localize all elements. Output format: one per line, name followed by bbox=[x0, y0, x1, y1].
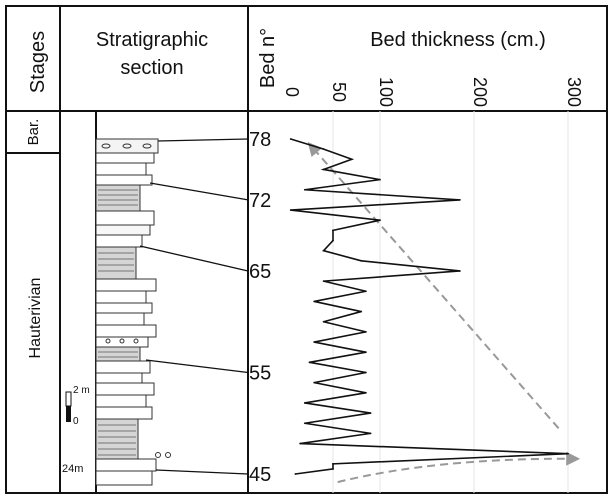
bed-limestone bbox=[95, 360, 151, 374]
data-point bbox=[322, 249, 325, 252]
series-group bbox=[289, 138, 569, 475]
data-point bbox=[332, 239, 334, 242]
trend-line bbox=[337, 451, 581, 484]
y-tick-label: 65 bbox=[249, 261, 271, 283]
bed-limestone bbox=[95, 382, 155, 396]
y-tick-label: 72 bbox=[249, 190, 271, 212]
bed-limestone bbox=[95, 470, 153, 486]
bed-connectors bbox=[139, 138, 249, 475]
data-point bbox=[379, 178, 381, 181]
x-tick-label: 300 bbox=[564, 77, 584, 107]
column-base-height: 24m bbox=[62, 463, 83, 475]
data-point bbox=[313, 341, 316, 343]
bed-marl bbox=[95, 184, 141, 212]
x-tick-label: 100 bbox=[376, 77, 396, 107]
bed-connector bbox=[145, 359, 249, 374]
bed-limestone bbox=[95, 406, 153, 420]
data-point bbox=[322, 280, 325, 283]
bed-limestone bbox=[95, 210, 155, 226]
data-point bbox=[332, 229, 334, 232]
trend-lines bbox=[307, 141, 581, 484]
bed-limestone bbox=[95, 234, 143, 248]
data-point bbox=[365, 330, 367, 333]
data-point bbox=[369, 432, 372, 435]
data-point bbox=[379, 219, 381, 222]
scale-label-top: 2 m bbox=[73, 385, 90, 396]
data-point bbox=[332, 462, 334, 465]
bed-limestone bbox=[95, 394, 147, 408]
bed-limestone bbox=[95, 290, 147, 304]
y-tick-label: 78 bbox=[249, 129, 271, 151]
y-axis: 45 55 65 72 78 bbox=[249, 129, 271, 486]
data-point bbox=[313, 381, 316, 384]
data-point bbox=[322, 148, 325, 151]
bed-connector bbox=[157, 138, 249, 142]
x-tick-label: 200 bbox=[470, 77, 490, 107]
data-point bbox=[365, 351, 367, 354]
data-point bbox=[350, 158, 353, 161]
trend-line bbox=[307, 141, 560, 429]
bed-limestone bbox=[95, 224, 151, 236]
stage-label-hauterivian: Hauterivian bbox=[27, 278, 44, 359]
data-point bbox=[289, 209, 292, 211]
x-axis: 0 50 100 200 300 bbox=[282, 77, 584, 107]
data-point bbox=[365, 290, 367, 293]
data-point bbox=[313, 300, 316, 303]
data-point bbox=[322, 168, 325, 171]
bed-limestone bbox=[95, 302, 153, 314]
scale-bar-upper bbox=[65, 391, 72, 407]
data-point bbox=[308, 361, 311, 364]
data-point bbox=[289, 138, 292, 140]
data-point bbox=[294, 473, 297, 475]
bed-marl bbox=[95, 346, 141, 362]
data-point bbox=[365, 391, 367, 394]
x-tick-label: 0 bbox=[282, 87, 302, 97]
scale-label-bottom: 0 bbox=[73, 416, 79, 427]
scale-bar-lower bbox=[66, 406, 71, 422]
bed-connector bbox=[155, 469, 249, 475]
data-point bbox=[299, 442, 301, 445]
bed-connector bbox=[139, 245, 249, 272]
data-point bbox=[567, 452, 569, 455]
data-point bbox=[303, 188, 306, 191]
bed-limestone bbox=[95, 138, 159, 154]
data-point bbox=[303, 422, 306, 425]
thickness-header: Bed thickness (cm.) bbox=[370, 29, 546, 51]
data-point bbox=[332, 468, 334, 470]
bed-limestone bbox=[95, 458, 157, 472]
bed-marl bbox=[95, 246, 137, 280]
scale-bar: 2 m 0 24m bbox=[62, 385, 90, 475]
data-point bbox=[303, 402, 306, 404]
data-point bbox=[365, 371, 367, 374]
section-header-line2: section bbox=[120, 57, 183, 79]
marl-hatching bbox=[98, 189, 138, 456]
y-tick-label: 55 bbox=[249, 362, 271, 384]
x-tick-label: 50 bbox=[329, 82, 349, 102]
stratigraphic-column: 2 m 0 24m bbox=[62, 111, 171, 493]
stages-header: Stages bbox=[27, 31, 49, 93]
bed-limestone bbox=[95, 372, 143, 384]
bed-limestone bbox=[95, 278, 157, 292]
bed-limestone bbox=[95, 174, 153, 186]
fossil-symbols bbox=[101, 143, 171, 458]
data-point bbox=[360, 310, 363, 313]
data-point bbox=[459, 199, 461, 201]
data-point bbox=[459, 270, 461, 272]
bed-limestone bbox=[95, 312, 145, 326]
stage-label-barremian: Bar. bbox=[25, 119, 42, 146]
data-point bbox=[360, 259, 363, 262]
bed-limestone bbox=[95, 162, 147, 176]
data-point bbox=[322, 320, 325, 323]
plot-grid bbox=[332, 111, 569, 493]
bed-number-header: Bed n° bbox=[257, 28, 279, 88]
y-tick-label: 45 bbox=[249, 464, 271, 486]
data-point bbox=[369, 412, 372, 414]
bed-limestone bbox=[95, 324, 157, 338]
bed-limestone bbox=[95, 152, 155, 164]
section-header-line1: Stratigraphic bbox=[96, 29, 208, 51]
bed-connector bbox=[149, 182, 249, 201]
